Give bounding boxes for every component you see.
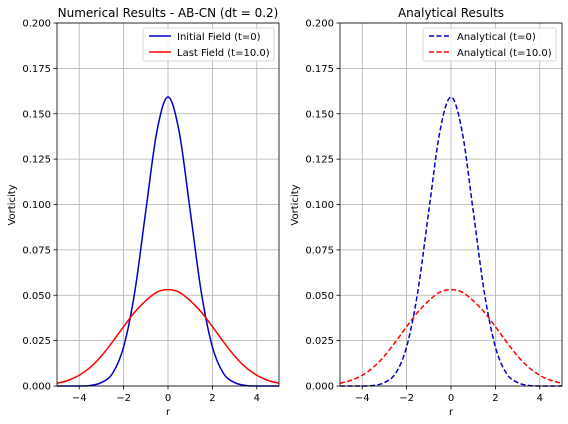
x-tick-label: 2: [209, 393, 215, 404]
x-tick-label: 4: [537, 393, 543, 404]
y-axis-label: Vorticity: [7, 184, 18, 225]
y-tick-label: 0.200: [22, 19, 51, 30]
y-axis-label: Vorticity: [290, 184, 301, 225]
y-tick-label: 0.150: [22, 109, 51, 120]
y-tick-label: 0.100: [305, 200, 334, 211]
y-tick-label: 0.125: [305, 155, 334, 166]
y-tick-label: 0.000: [22, 382, 51, 393]
legend-label-last-field: Last Field (t=10.0): [177, 48, 270, 59]
y-tick-label: 0.050: [305, 291, 334, 302]
x-tick-label: 2: [492, 393, 498, 404]
x-tick-label: −2: [116, 393, 131, 404]
x-axis-ticks: −4 −2 0 2 4: [355, 386, 543, 404]
y-axis-ticks: 0.000 0.025 0.050 0.075 0.100 0.125 0.150 0.175…: [22, 19, 57, 393]
numerical-results-panel: Numerical Results - AB-CN (dt = 0.2) 0.0…: [7, 6, 280, 418]
series-line-2: [56, 288, 280, 385]
y-tick-label: 0.125: [22, 155, 51, 166]
x-tick-label: 0: [165, 393, 171, 404]
y-tick-label: 0.175: [305, 64, 334, 75]
x-axis-label: r: [166, 407, 171, 418]
x-tick-label: −2: [399, 393, 414, 404]
y-tick-label: 0.025: [22, 336, 51, 347]
legend-box: [422, 27, 557, 62]
y-tick-label: 0.150: [305, 109, 334, 120]
x-tick-label: 0: [448, 393, 454, 404]
y-axis-ticks: 0.000 0.025 0.050 0.075 0.100 0.125 0.150 0.175…: [305, 19, 340, 393]
legend-label-initial-field: Initial Field (t=0): [177, 32, 261, 43]
x-axis-ticks: −4 −2 0 2 4: [72, 386, 260, 404]
x-tick-label: −4: [72, 393, 87, 404]
legend-box: [142, 27, 275, 62]
legend-label-analytical-t10: Analytical (t=10.0): [457, 48, 552, 59]
legend: Analytical (t=0) Analytical (t=10.0): [422, 27, 557, 62]
x-tick-label: 4: [254, 393, 260, 404]
series-line-2: [339, 288, 563, 385]
series-line-1: [57, 96, 279, 387]
x-axis-label: r: [449, 407, 454, 418]
plot-lines: [339, 96, 563, 387]
y-tick-label: 0.200: [305, 19, 334, 30]
chart-title: Analytical Results: [398, 6, 504, 20]
legend-label-analytical-t0: Analytical (t=0): [457, 32, 536, 43]
y-tick-label: 0.175: [22, 64, 51, 75]
y-tick-label: 0.000: [305, 382, 334, 393]
x-tick-label: −4: [355, 393, 370, 404]
y-tick-label: 0.075: [22, 245, 51, 256]
y-tick-label: 0.075: [305, 245, 334, 256]
y-tick-label: 0.025: [305, 336, 334, 347]
series-line-1: [340, 96, 562, 387]
y-tick-label: 0.100: [22, 200, 51, 211]
y-tick-label: 0.050: [22, 291, 51, 302]
plot-lines: [56, 96, 280, 387]
legend: Initial Field (t=0) Last Field (t=10.0): [142, 27, 275, 62]
chart-title: Numerical Results - AB-CN (dt = 0.2): [58, 6, 279, 20]
analytical-results-panel: Analytical Results 0.0000.0250.0500.0750…: [290, 6, 563, 418]
